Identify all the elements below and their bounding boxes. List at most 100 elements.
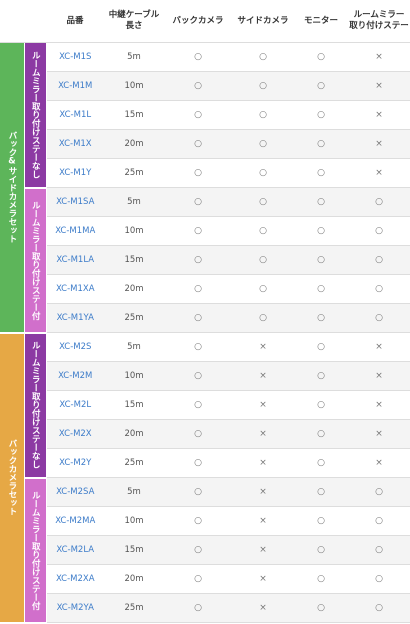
back-camera-mark: ○ xyxy=(164,535,232,565)
monitor-mark: ○ xyxy=(294,419,348,449)
model-link[interactable]: XC-M1XA xyxy=(55,284,95,294)
cable-length-cell: 20m xyxy=(104,129,164,159)
model-cell: XC-M2L xyxy=(46,390,104,420)
model-link[interactable]: XC-M1X xyxy=(58,139,92,149)
mirror-stay-mark: × xyxy=(348,390,410,420)
model-link[interactable]: XC-M1L xyxy=(59,110,92,120)
model-cell: XC-M2YA xyxy=(46,593,104,623)
model-cell: XC-M1LA xyxy=(46,245,104,275)
table-row: XC-M2Y 25m ○ × ○ × xyxy=(0,448,410,478)
cable-length-cell: 5m xyxy=(104,42,164,72)
monitor-mark: ○ xyxy=(294,593,348,623)
group-label-cell: バックカメラセット xyxy=(0,332,25,624)
model-cell: XC-M2LA xyxy=(46,535,104,565)
model-link[interactable]: XC-M1S xyxy=(59,52,92,62)
model-link[interactable]: XC-M2S xyxy=(59,342,92,352)
cable-length-cell: 15m xyxy=(104,245,164,275)
model-cell: XC-M1X xyxy=(46,129,104,159)
cable-length-cell: 10m xyxy=(104,216,164,246)
model-link[interactable]: XC-M2YA xyxy=(56,603,94,613)
model-link[interactable]: XC-M2MA xyxy=(55,516,96,526)
monitor-mark: ○ xyxy=(294,216,348,246)
model-link[interactable]: XC-M1YA xyxy=(56,313,94,323)
model-link[interactable]: XC-M2SA xyxy=(56,487,95,497)
model-link[interactable]: XC-M1LA xyxy=(56,255,95,265)
cable-length-cell: 5m xyxy=(104,187,164,217)
model-link[interactable]: XC-M2M xyxy=(58,371,93,381)
table-row: XC-M2LA 15m ○ × ○ ○ xyxy=(0,535,410,565)
header-monitor: モニター xyxy=(294,0,348,43)
header-mirror-line2: 取り付けステー xyxy=(349,21,409,31)
back-camera-mark: ○ xyxy=(164,71,232,101)
header-cable-length: 中継ケーブル 長さ xyxy=(104,0,164,43)
side-camera-mark: ○ xyxy=(232,42,294,72)
cable-length-cell: 15m xyxy=(104,100,164,130)
header-row: 品番 中継ケーブル 長さ バックカメラ サイドカメラ モニター ルームミラー 取… xyxy=(0,0,410,43)
monitor-mark: ○ xyxy=(294,506,348,536)
table-body: バック&サイドカメラセット ルームミラー取り付けステーなし XC-M1S 5m ○ ○ ○ ×… xyxy=(0,42,410,624)
model-cell: XC-M2MA xyxy=(46,506,104,536)
cable-length-cell: 5m xyxy=(104,332,164,362)
group-label: バックカメラセット xyxy=(7,439,17,516)
group-label-cell: バック&サイドカメラセット xyxy=(0,42,25,334)
monitor-mark: ○ xyxy=(294,448,348,478)
cable-length-cell: 20m xyxy=(104,419,164,449)
cable-length-cell: 10m xyxy=(104,71,164,101)
model-link[interactable]: XC-M2XA xyxy=(55,574,95,584)
mirror-stay-mark: ○ xyxy=(348,506,410,536)
side-camera-mark: × xyxy=(232,506,294,536)
monitor-mark: ○ xyxy=(294,187,348,217)
mirror-stay-mark: ○ xyxy=(348,593,410,623)
mirror-stay-mark: × xyxy=(348,158,410,188)
mirror-stay-mark: × xyxy=(348,332,410,362)
subgroup-label: ルームミラー取り付けステーなし xyxy=(30,51,41,179)
subgroup-label-cell: ルームミラー取り付けステーなし xyxy=(24,42,47,189)
side-camera-mark: ○ xyxy=(232,245,294,275)
cable-length-cell: 25m xyxy=(104,303,164,333)
mirror-stay-mark: × xyxy=(348,71,410,101)
side-camera-mark: × xyxy=(232,477,294,507)
model-cell: XC-M2S xyxy=(46,332,104,362)
side-camera-mark: ○ xyxy=(232,100,294,130)
model-cell: XC-M2M xyxy=(46,361,104,391)
side-camera-mark: × xyxy=(232,332,294,362)
monitor-mark: ○ xyxy=(294,245,348,275)
back-camera-mark: ○ xyxy=(164,564,232,594)
back-camera-mark: ○ xyxy=(164,506,232,536)
side-camera-mark: ○ xyxy=(232,303,294,333)
model-link[interactable]: XC-M2X xyxy=(58,429,92,439)
mirror-stay-mark: ○ xyxy=(348,564,410,594)
model-link[interactable]: XC-M1Y xyxy=(59,168,92,178)
back-camera-mark: ○ xyxy=(164,187,232,217)
model-link[interactable]: XC-M1MA xyxy=(55,226,96,236)
back-camera-mark: ○ xyxy=(164,448,232,478)
table-row: XC-M1M 10m ○ ○ ○ × xyxy=(0,71,410,101)
monitor-mark: ○ xyxy=(294,361,348,391)
side-camera-mark: × xyxy=(232,564,294,594)
model-link[interactable]: XC-M1SA xyxy=(56,197,95,207)
side-camera-mark: ○ xyxy=(232,158,294,188)
monitor-mark: ○ xyxy=(294,274,348,304)
table-row: XC-M2L 15m ○ × ○ × xyxy=(0,390,410,420)
table-row: バック&サイドカメラセット ルームミラー取り付けステーなし XC-M1S 5m ○ ○ ○ × xyxy=(0,42,410,334)
table-row: XC-M2MA 10m ○ × ○ ○ xyxy=(0,506,410,536)
header-cable-line1: 中継ケーブル xyxy=(108,10,160,21)
header-subgroup-spacer xyxy=(24,0,46,43)
table-row: XC-M2X 20m ○ × ○ × xyxy=(0,419,410,449)
mirror-stay-mark: × xyxy=(348,42,410,72)
model-cell: XC-M2Y xyxy=(46,448,104,478)
model-cell: XC-M2XA xyxy=(46,564,104,594)
side-camera-mark: × xyxy=(232,390,294,420)
table-row: XC-M1L 15m ○ ○ ○ × xyxy=(0,100,410,130)
side-camera-mark: ○ xyxy=(232,187,294,217)
model-link[interactable]: XC-M2LA xyxy=(56,545,95,555)
table-row: バックカメラセット ルームミラー取り付けステーなし XC-M2S 5m ○ × ○ × xyxy=(0,332,410,624)
back-camera-mark: ○ xyxy=(164,332,232,362)
mirror-stay-mark: × xyxy=(348,129,410,159)
model-link[interactable]: XC-M1M xyxy=(58,81,93,91)
back-camera-mark: ○ xyxy=(164,245,232,275)
subgroup-label: ルームミラー取り付けステー付 xyxy=(30,200,41,320)
model-link[interactable]: XC-M2Y xyxy=(59,458,92,468)
model-link[interactable]: XC-M2L xyxy=(59,400,92,410)
back-camera-mark: ○ xyxy=(164,477,232,507)
